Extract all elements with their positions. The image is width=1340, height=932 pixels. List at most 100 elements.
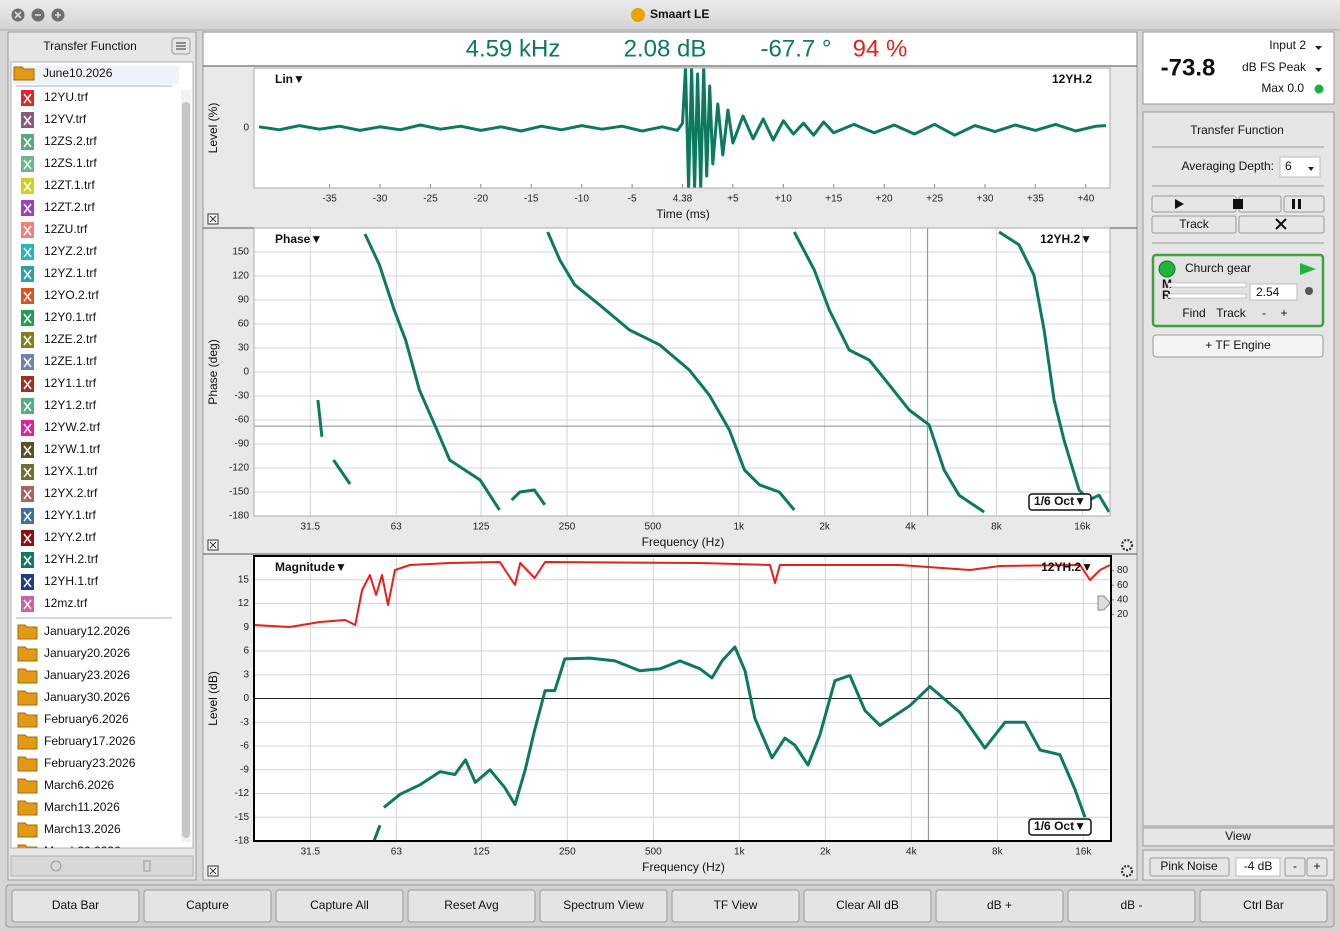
engine-power[interactable] [1158,260,1176,278]
trace-label[interactable]: 12YH.2▼ [1040,232,1092,246]
folder-name[interactable]: January30.2026 [44,690,130,704]
view-button[interactable] [1142,827,1335,847]
add-engine-button[interactable] [1152,334,1324,358]
file-name[interactable]: 12ZU.trf [44,222,88,236]
file-name[interactable]: 12YZ.2.trf [44,244,97,258]
engine-button[interactable]: Track [1216,306,1247,320]
generator-level-label[interactable]: -4 dB [1244,859,1273,873]
folder-name[interactable]: February23.2026 [44,756,136,770]
folder-name[interactable]: January20.2026 [44,646,130,660]
toolbar-label[interactable]: dB - [1120,898,1142,912]
toolbar-button[interactable] [803,889,932,923]
info-button[interactable] [50,860,62,872]
toolbar-button[interactable] [671,889,800,923]
add-engine-label[interactable]: + TF Engine [1205,338,1271,352]
trace-label[interactable]: 12YH.2 [1052,72,1092,86]
folder-name[interactable]: March13.2026 [44,822,121,836]
toolbar-button[interactable] [11,889,140,923]
folder-name[interactable]: March6.2026 [44,778,114,792]
meter-input[interactable]: Input 2 [1269,38,1306,52]
toolbar-label[interactable]: dB + [987,898,1012,912]
plot-title[interactable]: Lin▼ [275,72,305,86]
smoothing-box[interactable] [1028,818,1092,836]
folder-name[interactable]: March20.2026 [44,844,121,858]
smoothing-label[interactable]: 1/6 Oct▼ [1034,819,1086,833]
toolbar-button[interactable] [407,889,536,923]
play-button[interactable] [1151,195,1237,213]
toolbar-label[interactable]: Ctrl Bar [1243,898,1284,912]
file-name[interactable]: 12YZ.1.trf [44,266,97,280]
averaging-value[interactable]: 6 [1285,159,1292,173]
file-name[interactable]: 12Y0.1.trf [44,310,97,324]
folder-name[interactable]: March11.2026 [44,800,120,814]
folder-name[interactable]: February6.2026 [44,712,129,726]
toolbar-button[interactable] [539,889,668,923]
file-name[interactable]: 12ZS.2.trf [44,134,97,148]
generator-label[interactable]: Pink Noise [1160,859,1218,873]
delete-button[interactable] [143,860,151,872]
file-name[interactable]: 12mz.trf [44,596,88,610]
delay-value[interactable]: 2.54 [1256,285,1280,299]
plot-settings[interactable] [1120,538,1134,552]
level-down-label[interactable]: - [1293,859,1297,873]
file-name[interactable]: 12Y1.2.trf [44,398,97,412]
folder-name[interactable]: January12.2026 [44,624,130,638]
session-name[interactable]: June10.2026 [43,66,113,80]
toolbar-label[interactable]: TF View [714,898,758,912]
toolbar-button[interactable] [143,889,272,923]
pause-button[interactable] [1283,195,1325,213]
file-name[interactable]: 12YU.trf [44,90,89,104]
generator-level[interactable] [1235,857,1281,877]
track-button[interactable] [1151,215,1237,234]
file-name[interactable]: 12YW.1.trf [44,442,101,456]
toolbar-button[interactable] [1199,889,1328,923]
engine-button[interactable]: + [1280,306,1287,320]
averaging-select[interactable] [1279,156,1321,178]
window-controls[interactable] [11,8,65,22]
toolbar-label[interactable]: Reset Avg [444,898,498,912]
file-name[interactable]: 12YY.1.trf [44,508,96,522]
file-name[interactable]: 12Y1.1.trf [44,376,97,390]
engine-button[interactable]: - [1262,306,1266,320]
delay-field[interactable] [1249,283,1298,301]
track-label[interactable]: Track [1179,217,1210,231]
file-name[interactable]: 12ZE.1.trf [44,354,97,368]
smoothing-label[interactable]: 1/6 Oct▼ [1034,494,1086,508]
smoothing-box[interactable] [1028,493,1092,511]
file-name[interactable]: 12YX.1.trf [44,464,98,478]
toolbar-label[interactable]: Capture All [310,898,369,912]
toolbar-label[interactable]: Clear All dB [836,898,899,912]
engine-name[interactable]: Church gear [1185,261,1251,275]
engine-button[interactable]: Find [1182,306,1205,320]
toolbar-button[interactable] [935,889,1064,923]
file-name[interactable]: 12ZE.2.trf [44,332,97,346]
meter-mode[interactable]: dB FS Peak [1242,60,1307,74]
plot-settings[interactable] [1120,864,1134,878]
file-name[interactable]: 12YH.2.trf [44,552,99,566]
toolbar-button[interactable] [1067,889,1196,923]
view-label[interactable]: View [1225,829,1251,843]
level-up-label[interactable]: + [1313,859,1320,873]
stop-button[interactable] [1238,195,1282,213]
trace-label[interactable]: 12YH.2▼ [1041,560,1093,574]
plot-title[interactable]: Magnitude▼ [275,560,347,574]
file-name[interactable]: 12YH.1.trf [44,574,99,588]
toolbar-label[interactable]: Data Bar [52,898,99,912]
plot-title[interactable]: Phase▼ [275,232,322,246]
coherence-handle[interactable] [1097,595,1111,611]
folder-name[interactable]: January23.2026 [44,668,130,682]
file-name[interactable]: 12ZS.1.trf [44,156,97,170]
toolbar-label[interactable]: Spectrum View [563,898,644,912]
file-name[interactable]: 12YX.2.trf [44,486,98,500]
generator-button[interactable] [1149,857,1230,877]
file-name[interactable]: 12ZT.2.trf [44,200,95,214]
file-name[interactable]: 12YV.trf [44,112,87,126]
level-down[interactable] [1284,857,1306,877]
file-name[interactable]: 12YO.2.trf [44,288,99,302]
toolbar-label[interactable]: Capture [186,898,229,912]
engine-run[interactable] [1300,263,1316,275]
folder-name[interactable]: February17.2026 [44,734,136,748]
file-name[interactable]: 12YW.2.trf [44,420,101,434]
level-up[interactable] [1306,857,1328,877]
toolbar-button[interactable] [275,889,404,923]
